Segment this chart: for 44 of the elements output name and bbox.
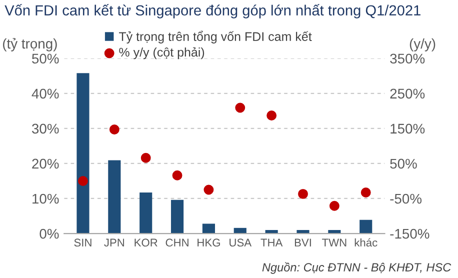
y-tick-label: 20% (32, 158, 59, 169)
y-tick-label: 0% (40, 228, 59, 239)
bar (76, 73, 90, 234)
point (329, 200, 340, 211)
x-tick-label: BVI (294, 238, 311, 246)
x-tick-label: SIN (74, 238, 92, 247)
point (360, 188, 371, 198)
point (298, 188, 308, 199)
y2-tick-label: -150% (390, 228, 430, 239)
y-tick-label: 40% (32, 88, 59, 99)
chart-title: Vốn FDI cam kết từ Singapore đóng góp lớn nhất trong Q1/2021 (4, 4, 420, 18)
x-tick-label: TWN (322, 238, 346, 246)
point (266, 110, 277, 120)
y2-tick-label: -50% (390, 194, 422, 204)
text: Nguồn: Cục ĐTNN - Bộ KHĐT, HSC (262, 262, 452, 274)
x-tick-label: CHN (166, 238, 188, 247)
x-tick-label: khác (354, 238, 378, 247)
y2-axis-title: (y/y) (410, 38, 436, 52)
y2-tick-label: 350% (390, 54, 425, 64)
bar (360, 220, 372, 234)
legend-label: % y/y (cột phải) (119, 47, 204, 60)
legend-label: Tỷ trọng trên tổng vốn FDI cam kết (118, 30, 312, 44)
bar (108, 160, 121, 234)
bar (140, 192, 152, 234)
y2-tick-label: 250% (390, 88, 425, 99)
x-tick-label: JPN (104, 238, 124, 247)
x-tick-label: THA (260, 238, 283, 246)
x-tick-label: KOR (134, 238, 158, 247)
x-tick-label: HKG (198, 238, 220, 247)
point (204, 184, 214, 195)
y-tick-label: 30% (32, 124, 59, 134)
bar (170, 200, 184, 234)
x-tick-label: USA (230, 238, 252, 247)
point (78, 176, 88, 186)
y2-tick-label: 150% (390, 124, 425, 134)
y2-tick-label: 50% (390, 158, 417, 169)
point (235, 102, 246, 113)
point (109, 124, 120, 134)
point (140, 152, 151, 163)
y-axis-title: (tỷ trọng) (3, 38, 57, 52)
y-tick-label: 10% (32, 194, 59, 204)
point (172, 170, 182, 180)
bar (202, 224, 215, 234)
y-tick-label: 50% (32, 54, 59, 64)
